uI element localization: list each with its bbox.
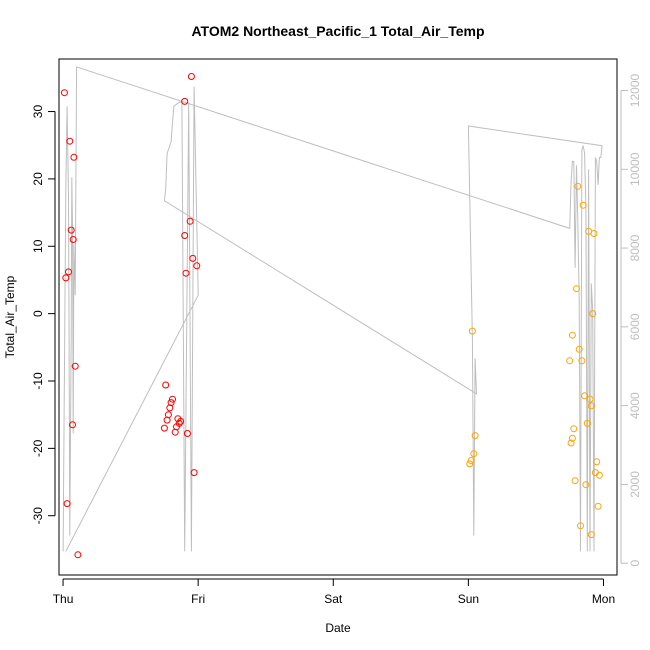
data-point-series-1 bbox=[186, 217, 194, 225]
data-point-series-2 bbox=[468, 327, 476, 335]
data-point-series-2 bbox=[566, 357, 574, 365]
y-axis-left: -30 -20 -10 0 10 20 30 bbox=[31, 105, 56, 525]
x-tick-label: Sun bbox=[458, 592, 479, 606]
y-tick-label: -10 bbox=[31, 372, 45, 390]
y2-tick-label: 4000 bbox=[628, 392, 642, 419]
x-tick-label: Thu bbox=[53, 592, 74, 606]
data-point-series-1 bbox=[74, 551, 82, 559]
chart-title: ATOM2 Northeast_Pacific_1 Total_Air_Temp bbox=[191, 23, 484, 39]
data-point-series-2 bbox=[582, 481, 590, 489]
y2-tick-label: 12000 bbox=[628, 74, 642, 108]
y2-tick-label: 0 bbox=[628, 560, 642, 567]
data-point-series-2 bbox=[594, 502, 602, 510]
data-point-series-1 bbox=[71, 362, 79, 370]
data-point-series-2 bbox=[589, 310, 597, 318]
data-point-series-1 bbox=[66, 137, 74, 145]
x-tick-label: Fri bbox=[191, 592, 205, 606]
y-tick-label: -30 bbox=[31, 507, 45, 525]
data-point-series-2 bbox=[581, 392, 589, 400]
y-axis-label: Total_Air_Temp bbox=[3, 275, 17, 358]
data-point-series-1 bbox=[70, 153, 78, 161]
y-tick-label: 0 bbox=[31, 310, 45, 317]
y-tick-label: 10 bbox=[31, 239, 45, 253]
data-point-series-2 bbox=[586, 395, 594, 403]
data-point-series-2 bbox=[471, 432, 479, 440]
y2-tick-label: 10000 bbox=[628, 152, 642, 186]
data-point-series-1 bbox=[164, 411, 172, 419]
y2-tick-label: 8000 bbox=[628, 234, 642, 261]
data-point-series-1 bbox=[169, 395, 176, 403]
data-point-series-2 bbox=[577, 522, 584, 530]
gray-line-series bbox=[62, 66, 603, 552]
data-point-series-2 bbox=[575, 345, 583, 353]
data-point-series-1 bbox=[181, 97, 189, 105]
data-point-series-1 bbox=[65, 268, 72, 276]
data-point-series-2 bbox=[579, 201, 587, 209]
data-point-series-1 bbox=[177, 417, 185, 425]
data-point-series-2 bbox=[568, 434, 576, 442]
data-point-series-1 bbox=[193, 262, 201, 270]
data-point-series-1 bbox=[69, 236, 77, 243]
data-point-series-1 bbox=[175, 419, 183, 427]
data-point-series-2 bbox=[574, 182, 582, 190]
x-tick-label: Sat bbox=[324, 592, 343, 606]
x-tick-label: Mon bbox=[592, 592, 615, 606]
data-point-series-1 bbox=[162, 381, 170, 389]
data-point-series-2 bbox=[593, 458, 601, 466]
data-point-series-1 bbox=[60, 89, 68, 97]
data-point-series-1 bbox=[67, 226, 75, 234]
data-point-series-1 bbox=[63, 500, 71, 508]
data-point-series-2 bbox=[571, 477, 579, 485]
data-point-series-2 bbox=[466, 460, 474, 468]
data-point-series-2 bbox=[470, 450, 478, 458]
data-point-series-1 bbox=[187, 73, 195, 80]
data-point-series-2 bbox=[587, 402, 595, 410]
data-point-series-2 bbox=[568, 331, 576, 339]
y2-tick-label: 6000 bbox=[628, 313, 642, 340]
data-point-series-2 bbox=[587, 531, 595, 539]
data-point-series-2 bbox=[570, 425, 578, 433]
plot-frame bbox=[58, 58, 618, 576]
data-point-series-1 bbox=[189, 254, 197, 262]
x-axis-label: Date bbox=[325, 621, 351, 635]
points-layer bbox=[60, 73, 603, 559]
line-series-layer bbox=[62, 66, 603, 552]
data-point-series-1 bbox=[183, 430, 191, 437]
data-point-series-2 bbox=[578, 357, 586, 365]
data-point-series-2 bbox=[573, 285, 580, 293]
data-point-series-2 bbox=[583, 419, 591, 427]
data-point-series-1 bbox=[62, 274, 70, 282]
data-point-series-2 bbox=[467, 457, 475, 464]
data-point-series-1 bbox=[182, 269, 190, 277]
y-tick-label: 20 bbox=[31, 172, 45, 186]
data-point-series-2 bbox=[567, 439, 575, 447]
data-point-series-1 bbox=[160, 424, 168, 432]
y2-tick-label: 2000 bbox=[628, 471, 642, 498]
x-axis: Thu Fri Sat Sun Mon bbox=[53, 578, 615, 606]
data-point-series-1 bbox=[167, 399, 175, 407]
data-point-series-1 bbox=[181, 232, 189, 239]
data-point-series-1 bbox=[69, 421, 76, 429]
data-point-series-2 bbox=[590, 230, 598, 237]
data-point-series-2 bbox=[595, 471, 603, 479]
y-tick-label: -20 bbox=[31, 439, 45, 457]
y-axis-right: 0 2000 4000 6000 8000 10000 12000 bbox=[620, 74, 642, 567]
data-point-series-1 bbox=[190, 469, 198, 477]
y-tick-label: 30 bbox=[31, 105, 45, 119]
